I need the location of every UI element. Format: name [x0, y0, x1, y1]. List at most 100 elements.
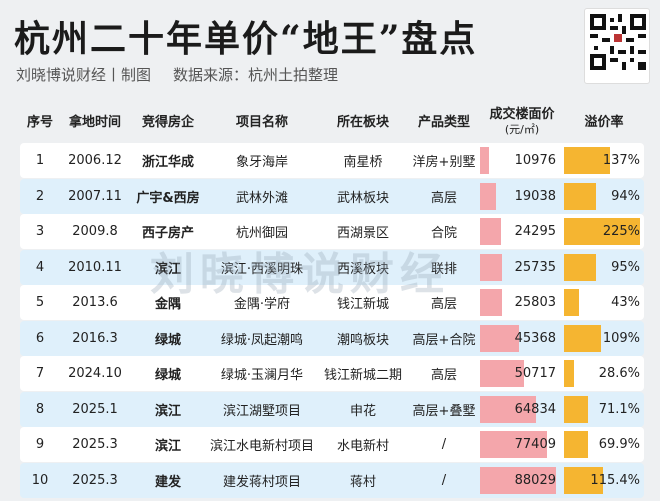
premium-value: 43%: [611, 295, 640, 310]
table-row: 10 2025.3 建发 建发蒋村项目 蒋村 / 88029 115.4%: [20, 462, 644, 498]
premium-bar: [564, 466, 603, 494]
table-body: 1 2006.12 浙江华成 象牙海岸 南星桥 洋房+别墅 10976 137% 2 2007.1…: [20, 143, 644, 498]
premium-value: 94%: [611, 188, 640, 204]
premium-bar: [564, 324, 601, 352]
row-number: 3: [35, 224, 45, 239]
price-cell: 25735: [480, 250, 564, 285]
premium-value: 225%: [602, 224, 640, 239]
price-cell: 77409: [480, 427, 564, 462]
premium-bar: [564, 218, 640, 245]
area-name: 西湖景区: [336, 226, 389, 241]
product-type: 洋房+别墅: [412, 155, 476, 170]
price-bar: [480, 218, 501, 245]
area-name: 潮鸣板块: [336, 332, 389, 348]
header-type: 产品类型: [417, 114, 470, 130]
header-price-unit: (元/㎡): [504, 123, 540, 136]
header: 杭州二十年单价“地王”盘点 刘晓博说财经丨制图 数据来源：杭州土拍整理: [0, 0, 660, 98]
premium-cell: 43%: [564, 285, 644, 320]
data-source: 数据来源：杭州土拍整理: [173, 66, 339, 84]
price-value: 45368: [514, 330, 556, 346]
table-row: 5 2013.6 金隅 金隅·学府 钱江新城 高层 25803 43%: [20, 285, 644, 320]
premium-cell: 225%: [564, 214, 644, 249]
header-premium: 溢价率: [584, 114, 624, 130]
developer-name: 滨江: [154, 439, 181, 454]
area-name: 钱江新城二期: [323, 368, 402, 383]
qr-code-icon: [590, 14, 646, 70]
area-name: 申花: [349, 403, 376, 419]
product-type: 高层: [430, 190, 457, 206]
premium-bar: [564, 182, 596, 210]
land-date: 2010.11: [68, 259, 122, 275]
price-value: 50717: [514, 366, 556, 381]
land-date: 2024.10: [68, 366, 122, 381]
price-bar: [480, 395, 536, 423]
row-number: 2: [35, 188, 45, 204]
land-date: 2009.8: [72, 224, 118, 239]
land-date: 2025.3: [72, 472, 118, 488]
land-date: 2007.11: [68, 188, 122, 204]
page-title: 杭州二十年单价“地王”盘点: [14, 18, 478, 60]
qr-code: [584, 8, 650, 84]
row-number: 8: [35, 401, 45, 417]
premium-cell: 95%: [564, 250, 644, 285]
table-row: 1 2006.12 浙江华成 象牙海岸 南星桥 洋房+别墅 10976 137%: [20, 143, 644, 178]
project-name: 滨江·西溪明珠: [220, 261, 304, 277]
area-name: 南星桥: [343, 155, 383, 170]
row-number: 4: [35, 259, 45, 275]
area-name: 钱江新城: [336, 297, 389, 312]
premium-value: 95%: [611, 259, 640, 275]
premium-cell: 71.1%: [564, 392, 644, 427]
developer-name: 金隅: [154, 297, 181, 312]
row-number: 10: [31, 472, 49, 488]
table-header: 序号 拿地时间 竞得房企 项目名称 所在板块 产品类型 成交楼面价 (元/㎡) …: [20, 103, 644, 141]
premium-value: 115.4%: [590, 472, 640, 488]
premium-value: 137%: [602, 153, 640, 168]
developer-name: 滨江: [154, 261, 181, 277]
premium-value: 28.6%: [598, 366, 640, 381]
price-value: 64834: [514, 401, 556, 417]
developer-name: 西子房产: [141, 226, 194, 241]
table-row: 9 2025.3 滨江 滨江水电新村项目 水电新村 / 77409 69.9%: [20, 427, 644, 462]
price-cell: 19038: [480, 179, 564, 214]
area-name: 西溪板块: [336, 261, 389, 277]
product-type: 高层+合院: [412, 332, 476, 348]
land-date: 2025.1: [72, 401, 118, 417]
price-cell: 64834: [480, 392, 564, 427]
row-number: 9: [35, 437, 45, 452]
premium-bar: [564, 360, 574, 387]
price-value: 24295: [514, 224, 556, 239]
header-project: 项目名称: [235, 114, 288, 130]
developer-name: 建发: [154, 474, 181, 490]
premium-cell: 115.4%: [564, 463, 644, 498]
header-area: 所在板块: [336, 114, 389, 130]
project-name: 滨江湖墅项目: [222, 403, 301, 419]
product-type: 高层: [430, 368, 457, 383]
premium-bar: [564, 431, 588, 458]
premium-bar: [564, 147, 611, 174]
project-name: 滨江水电新村项目: [209, 439, 314, 454]
price-bar: [480, 182, 497, 210]
developer-name: 广宇&西房: [136, 190, 200, 206]
product-type: /: [441, 472, 447, 488]
row-number: 5: [35, 295, 45, 310]
price-cell: 88029: [480, 463, 564, 498]
price-bar: [480, 360, 524, 387]
project-name: 建发蒋村项目: [222, 474, 301, 490]
product-type: 高层: [430, 297, 457, 312]
premium-cell: 137%: [564, 143, 644, 178]
developer-name: 滨江: [154, 403, 181, 419]
price-cell: 25803: [480, 285, 564, 320]
price-value: 10976: [514, 153, 556, 168]
project-name: 绿城·玉澜月华: [220, 368, 304, 383]
area-name: 武林板块: [336, 190, 389, 206]
product-type: 联排: [430, 261, 457, 277]
author-credit: 刘晓博说财经丨制图: [16, 66, 152, 84]
table-row: 3 2009.8 西子房产 杭州御园 西湖景区 合院 24295 225%: [20, 214, 644, 249]
price-value: 25735: [514, 259, 556, 275]
header-date: 拿地时间: [68, 114, 121, 130]
price-cell: 50717: [480, 356, 564, 391]
price-bar: [480, 147, 490, 174]
product-type: 合院: [430, 226, 457, 241]
price-cell: 10976: [480, 143, 564, 178]
developer-name: 绿城: [154, 368, 181, 383]
